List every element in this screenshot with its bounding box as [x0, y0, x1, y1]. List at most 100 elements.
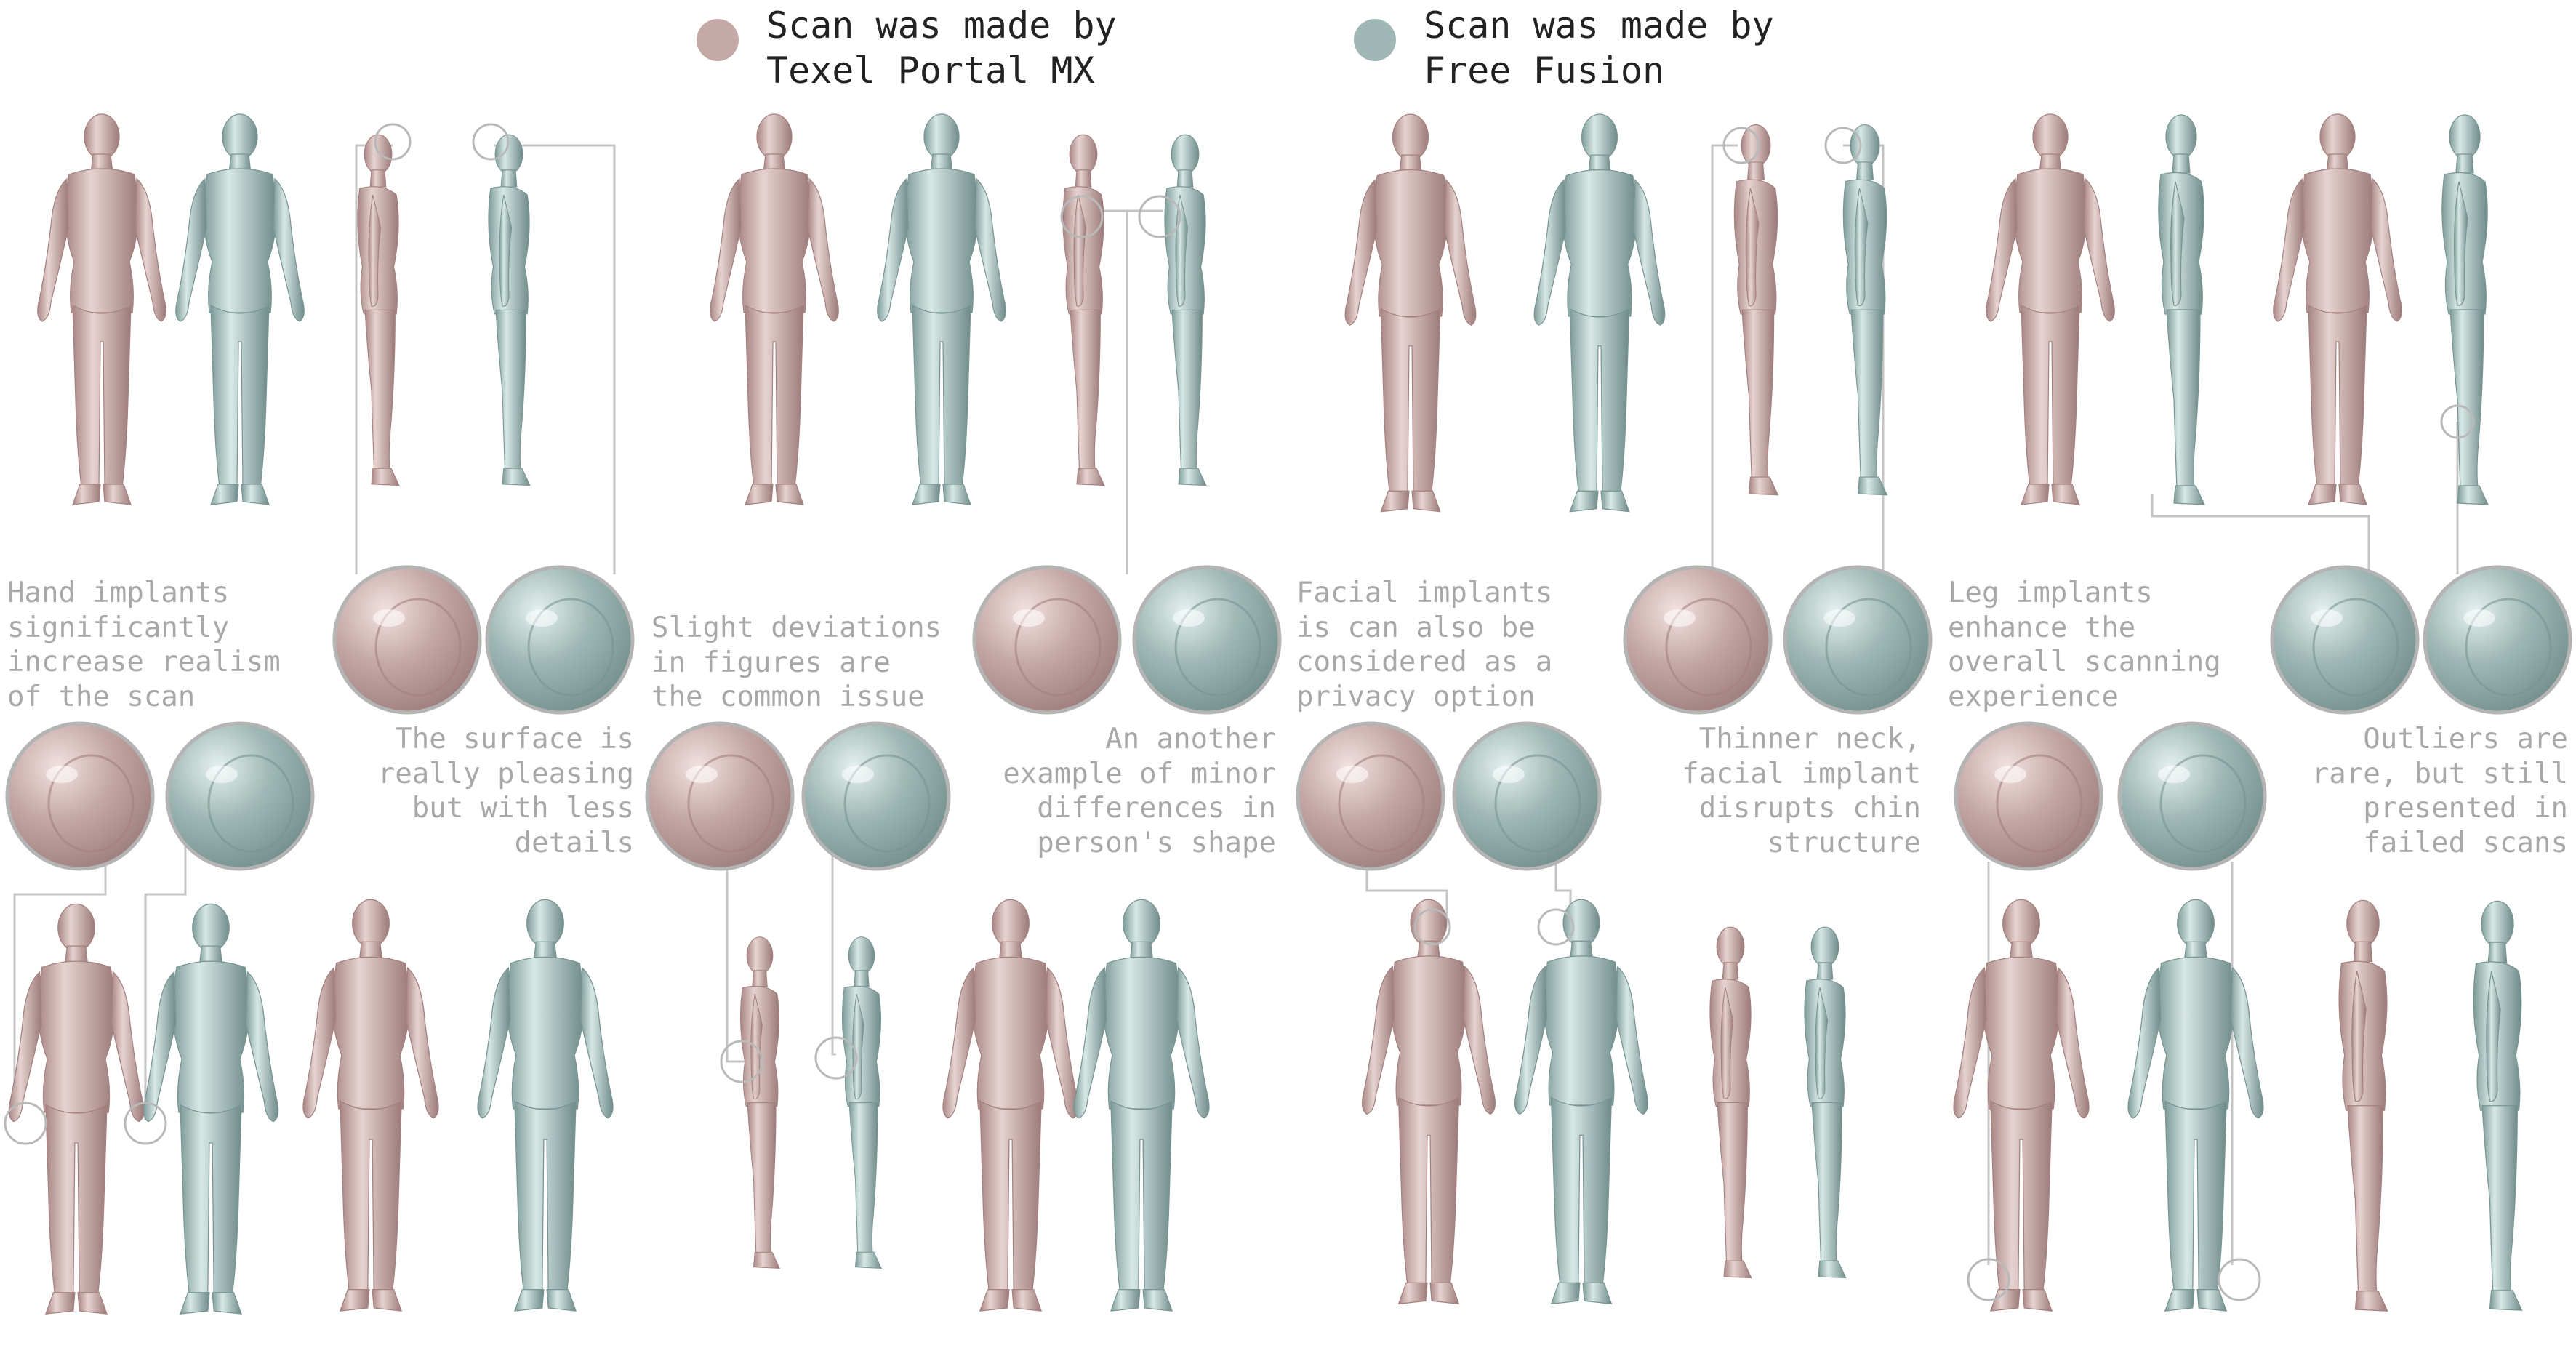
marker-ring [4, 1102, 47, 1145]
loupe-circle [332, 565, 482, 715]
leader-line [1365, 862, 1448, 916]
marker-ring [1722, 127, 1760, 164]
loupe-highlight [1664, 609, 1696, 627]
loupe-highlight [1493, 766, 1525, 783]
loupe-circle [645, 721, 795, 871]
loupe-contour [1338, 754, 1425, 853]
legend-fusion-label: Scan was made by Free Fusion [1424, 4, 1774, 92]
texel-swatch-icon [697, 19, 739, 61]
loupe-circle [2423, 565, 2572, 715]
fusion-scan-figure [488, 134, 531, 486]
leg-outlier-icon [2423, 565, 2572, 715]
loupe-highlight [2311, 609, 2343, 627]
loupe-highlight [526, 609, 558, 627]
note-another-example: An another example of minor differences … [1003, 723, 1276, 859]
body-scans [8, 113, 2523, 1315]
fusion-scan-figure [841, 936, 882, 1269]
marker-ring [814, 1036, 858, 1080]
texel-scan-figure [2273, 113, 2402, 505]
loupe-contour [527, 598, 614, 697]
loupe-contour [2465, 598, 2552, 697]
note-slight-deviations: Slight deviations in figures are the com… [651, 611, 942, 713]
leader-line [494, 144, 616, 574]
legend-fusion: Scan was made by Free Fusion [1354, 3, 1774, 93]
face-detail-icon [1296, 721, 1445, 871]
texel-scan-figure [1344, 113, 1477, 513]
loupe-circle [165, 721, 315, 871]
texel-scan-figure [302, 899, 439, 1312]
loupe-highlight [206, 766, 238, 783]
loupe-highlight [2463, 609, 2495, 627]
fusion-scan-figure [477, 899, 614, 1312]
fusion-scan-figure [2473, 900, 2523, 1311]
fusion-scan-figure [1164, 134, 1207, 486]
fusion-scan-figure [2127, 899, 2264, 1312]
ear-detail-icon [1783, 565, 1933, 715]
hip-detail-icon [645, 721, 795, 871]
note-facial-implants: Facial implants is can also be considere… [1296, 577, 1553, 713]
texel-scan-figure [1709, 926, 1752, 1279]
loupe-highlight [2158, 766, 2190, 783]
texel-scan-figure [1733, 124, 1778, 496]
head-detail-icon [332, 565, 482, 715]
loupe-circle [1623, 565, 1773, 715]
chest-detail-icon [1132, 565, 1282, 715]
leader-line [2151, 494, 2370, 574]
note-leg-implants: Leg implants enhance the overall scannin… [1948, 577, 2221, 713]
fusion-scan-figure [175, 113, 305, 505]
legend-texel: Scan was made by Texel Portal MX [697, 3, 1117, 93]
loupe-circle [1452, 721, 1602, 871]
texel-scan-figure [37, 113, 166, 505]
loupe-highlight [686, 766, 718, 783]
leg-outlier-icon [2270, 565, 2420, 715]
loupe-contour [1174, 598, 1261, 697]
loupe-contour [207, 754, 294, 853]
marker-ring [720, 1040, 763, 1083]
marker-ring [1967, 1258, 2010, 1301]
loupe-circle [1783, 565, 1933, 715]
fusion-scan-figure [1804, 926, 1847, 1279]
detail-loupes [4, 123, 2572, 1301]
note-surface-pleasing: The surface is really pleasing but with … [377, 723, 634, 859]
loupe-contour [1494, 754, 1581, 853]
leader-line [144, 814, 187, 1120]
loupe-highlight [373, 609, 405, 627]
ear-detail-icon [1623, 565, 1773, 715]
loupe-contour [2159, 754, 2247, 853]
leader-line [1554, 862, 1572, 916]
hip-detail-icon [801, 721, 951, 871]
fusion-scan-figure [1073, 899, 1210, 1312]
loupe-highlight [1013, 609, 1045, 627]
note-outliers: Outliers are rare, but still presented i… [2311, 723, 2568, 859]
face-detail-icon [1452, 721, 1602, 871]
loupe-contour [1825, 598, 1912, 697]
leader-line [1711, 144, 1738, 574]
marker-ring [1060, 195, 1104, 238]
loupe-highlight [1994, 766, 2026, 783]
loupe-highlight [1173, 609, 1205, 627]
hand-detail-icon [165, 721, 315, 871]
loupe-circle [1132, 565, 1282, 715]
hand-detail-icon [5, 721, 155, 871]
marker-ring [2440, 404, 2475, 439]
texel-scan-figure [1953, 899, 2090, 1312]
marker-ring [2218, 1258, 2261, 1301]
loupe-contour [47, 754, 135, 853]
marker-ring [1537, 908, 1575, 946]
texel-scan-figure [1361, 899, 1496, 1305]
texel-scan-figure [710, 113, 839, 505]
fusion-scan-figure [1533, 113, 1666, 513]
loupe-circle [801, 721, 951, 871]
marker-ring [472, 123, 510, 161]
loupe-highlight [1823, 609, 1855, 627]
loupe-contour [1014, 598, 1102, 697]
loupe-highlight [842, 766, 874, 783]
marker-ring [1413, 908, 1451, 946]
head-detail-icon [485, 565, 635, 715]
leader-line [831, 814, 836, 1056]
texel-scan-figure [739, 936, 780, 1269]
legend-texel-label: Scan was made by Texel Portal MX [766, 4, 1117, 92]
fusion-scan-figure [2441, 114, 2489, 505]
foot-detail-icon [2117, 721, 2267, 871]
